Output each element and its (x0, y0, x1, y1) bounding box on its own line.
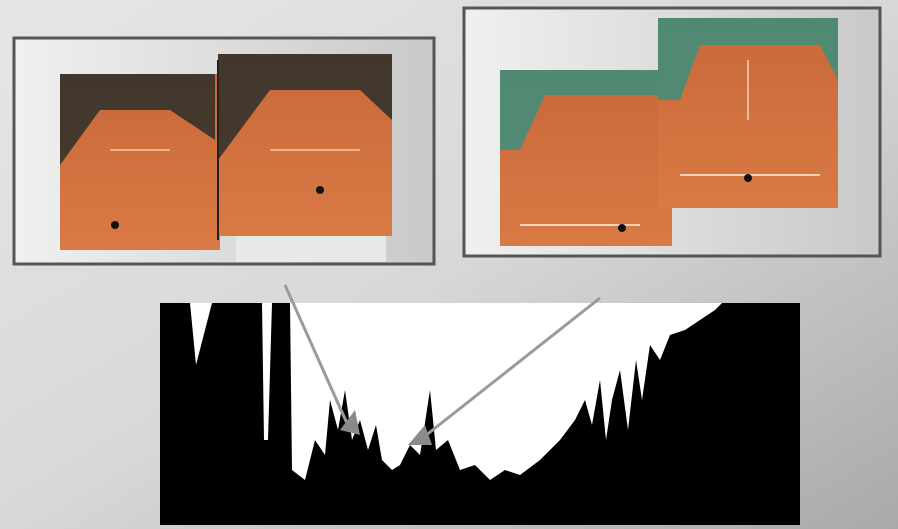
histogram-gap (190, 303, 212, 365)
court-backdrop (500, 70, 672, 150)
histogram (160, 284, 800, 525)
pointer-line (419, 296, 601, 442)
right-panel (462, 6, 882, 258)
court-backdrop (658, 18, 838, 100)
court-shadow (60, 74, 215, 165)
histogram-gap (262, 303, 272, 440)
histogram-gap (282, 303, 722, 480)
player (111, 221, 119, 229)
pointer-arrow (340, 410, 360, 435)
court-shadow (218, 54, 392, 160)
player (618, 224, 626, 232)
player (316, 186, 324, 194)
pointer-line (283, 284, 352, 431)
player (744, 174, 752, 182)
left-panel (12, 36, 436, 266)
panel-gap (236, 236, 386, 262)
pointer-arrow (408, 425, 432, 445)
